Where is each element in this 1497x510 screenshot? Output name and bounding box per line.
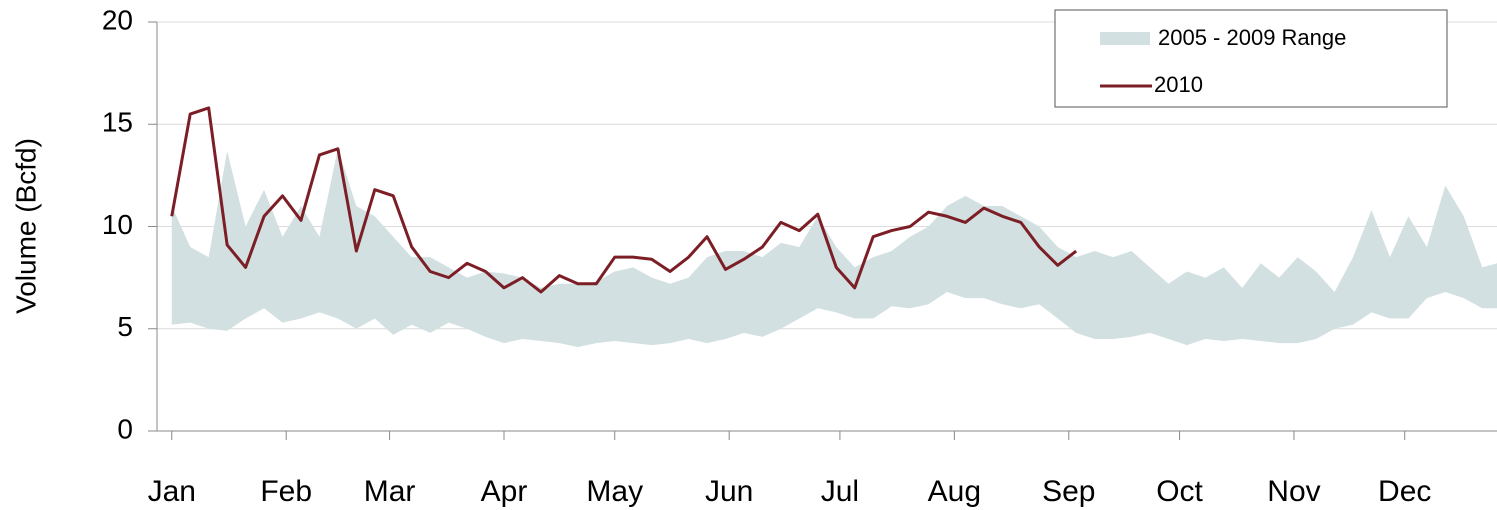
line-2010 (170, 106, 1078, 294)
y-tick-label: 10 (102, 209, 133, 240)
x-tick-label: Jul (821, 475, 859, 508)
x-tick-label: Nov (1267, 475, 1320, 508)
x-tick-label: Jun (705, 475, 753, 508)
x-tick-label: Mar (364, 475, 416, 508)
y-axis-title: Volume (Bcfd) (10, 138, 41, 314)
range-area (171, 148, 1497, 348)
x-tick-label: Apr (481, 475, 528, 508)
x-tick-label: Sep (1042, 475, 1095, 508)
x-tick-label: Oct (1156, 475, 1203, 508)
y-tick-label: 15 (102, 107, 133, 138)
legend-label: 2005 - 2009 Range (1158, 25, 1346, 50)
x-tick-label: Aug (928, 475, 981, 508)
y-tick-label: 20 (102, 4, 133, 35)
y-tick-label: 5 (117, 311, 133, 342)
x-tick-label: Feb (260, 475, 312, 508)
x-tick-label: Dec (1378, 475, 1431, 508)
legend-label: 2010 (1154, 72, 1203, 97)
y-tick-label: 0 (117, 413, 133, 444)
legend-box (1054, 9, 1448, 108)
x-tick-label: May (586, 475, 643, 508)
legend-swatch (1100, 32, 1150, 45)
x-tick-label: Jan (148, 475, 196, 508)
